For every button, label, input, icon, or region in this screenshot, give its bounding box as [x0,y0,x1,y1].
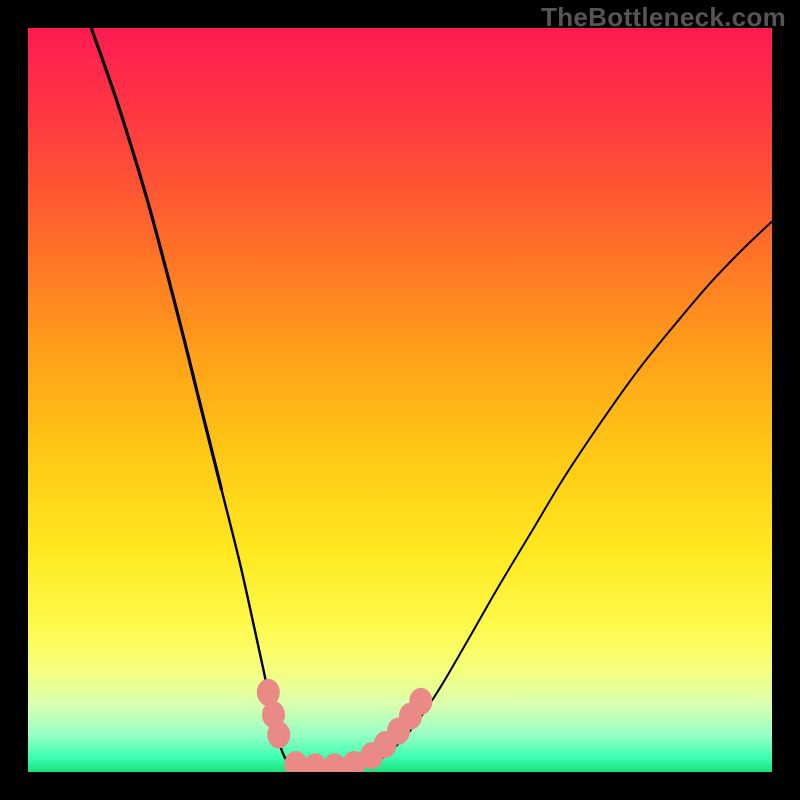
plot-svg [28,28,772,772]
marker-right [410,688,432,714]
marker-left [257,679,279,705]
chart-frame: TheBottleneck.com [0,0,800,800]
watermark-text: TheBottleneck.com [541,2,786,33]
marker-bottom [285,752,307,772]
marker-left [268,722,290,748]
gradient-background [28,28,772,772]
plot-area [28,28,772,772]
